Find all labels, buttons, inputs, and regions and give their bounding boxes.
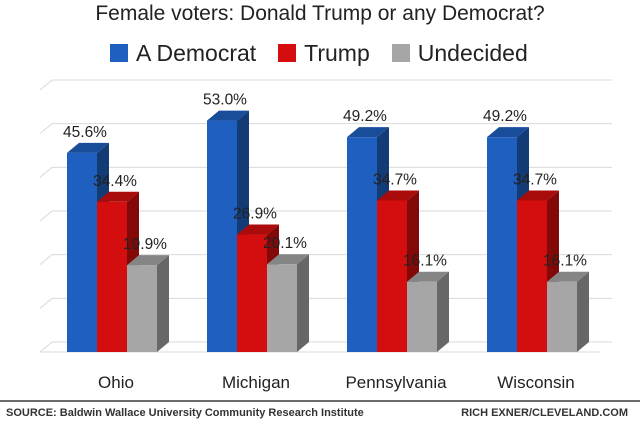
bar-side bbox=[157, 255, 169, 352]
category-label: Pennsylvania bbox=[345, 373, 447, 392]
data-label: 16.1% bbox=[543, 253, 587, 270]
gridline-edge bbox=[39, 254, 53, 266]
data-label: 26.9% bbox=[233, 206, 277, 223]
legend-item-trump: Trump bbox=[278, 40, 370, 67]
bar bbox=[67, 152, 97, 352]
data-label: 34.7% bbox=[513, 171, 557, 188]
bar bbox=[377, 200, 407, 352]
gridline-edge bbox=[39, 79, 53, 91]
bar bbox=[127, 265, 157, 352]
data-label: 34.7% bbox=[373, 171, 417, 188]
bar bbox=[347, 137, 377, 352]
bar bbox=[207, 120, 237, 352]
bar-top bbox=[517, 190, 559, 201]
gridline-edge bbox=[39, 166, 53, 178]
data-label: 49.2% bbox=[343, 108, 387, 125]
gridline-edge bbox=[39, 210, 53, 222]
legend-item-undecided: Undecided bbox=[391, 39, 528, 67]
bar-top bbox=[127, 255, 169, 266]
source-note: SOURCE: Baldwin Wallace University Commu… bbox=[6, 407, 364, 419]
bar-top bbox=[487, 127, 529, 138]
gridline-edge bbox=[39, 341, 53, 353]
data-label: 16.1% bbox=[403, 253, 447, 270]
bar bbox=[97, 201, 127, 352]
credit-line: RICH EXNER/CLEVELAND.COM bbox=[461, 407, 628, 419]
bar bbox=[547, 281, 577, 352]
chart-title: Female voters: Donald Trump or any Democ… bbox=[95, 2, 545, 25]
bar-top bbox=[207, 110, 249, 121]
category-label: Michigan bbox=[222, 373, 290, 392]
gridline-edge bbox=[39, 297, 53, 309]
data-label: 20.1% bbox=[263, 235, 307, 252]
category-label: Wisconsin bbox=[497, 373, 574, 392]
data-label: 45.6% bbox=[63, 124, 107, 141]
bar-side bbox=[297, 254, 309, 352]
legend-label-undecided: Undecided bbox=[417, 39, 528, 66]
legend-swatch-trump bbox=[278, 44, 297, 62]
bar-side bbox=[577, 271, 589, 352]
category-label: Ohio bbox=[98, 373, 134, 392]
legend-swatch-undecided bbox=[391, 44, 410, 62]
bar-top bbox=[267, 254, 309, 265]
bar-top bbox=[407, 271, 449, 282]
legend-label-democrat: A Democrat bbox=[136, 39, 257, 66]
legend-swatch-democrat bbox=[110, 44, 128, 62]
bar bbox=[407, 281, 437, 352]
bar-top bbox=[67, 142, 109, 153]
bar bbox=[267, 264, 297, 352]
legend-item-democrat: A Democrat bbox=[110, 40, 256, 67]
legend: A Democrat Trump Undecided bbox=[110, 38, 550, 68]
bar-side bbox=[437, 271, 449, 352]
bar bbox=[517, 200, 547, 352]
footer-rule bbox=[0, 400, 640, 402]
legend-label-trump: Trump bbox=[304, 39, 370, 66]
data-label: 19.9% bbox=[123, 236, 167, 253]
bar bbox=[487, 137, 517, 352]
bar-top bbox=[347, 127, 389, 138]
bar-top bbox=[97, 191, 139, 202]
bar-chart: 45.6% 34.4% 19.9% Ohio 53.0% 26.9% 20.1% Michig… bbox=[39, 79, 612, 392]
bar-top bbox=[237, 224, 279, 235]
data-label: 49.2% bbox=[483, 108, 527, 125]
data-label: 53.0% bbox=[203, 92, 247, 109]
gridline-edge bbox=[39, 123, 53, 135]
bar-top bbox=[547, 271, 589, 282]
bar bbox=[237, 234, 267, 352]
bar-top bbox=[377, 190, 419, 201]
data-label: 34.4% bbox=[93, 173, 137, 190]
